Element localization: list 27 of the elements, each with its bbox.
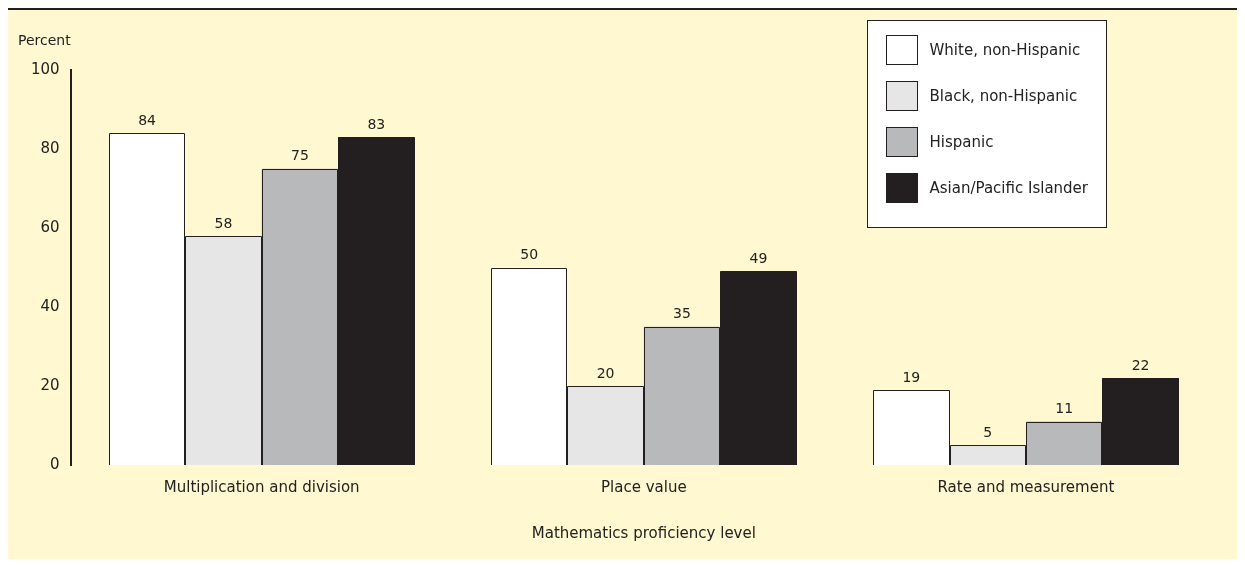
data-label: 58	[214, 214, 233, 231]
x-axis-title: Mathematics proficiency level	[531, 523, 756, 542]
x-tick-label: Multiplication and division	[163, 477, 360, 496]
legend-label: Black, non-Hispanic	[929, 87, 1078, 105]
data-label: 19	[902, 368, 921, 385]
data-label: 11	[1055, 400, 1074, 417]
x-tick-label: Rate and measurement	[937, 477, 1115, 496]
y-tick-label: 100	[30, 59, 60, 78]
legend-label: Asian/Pacific Islander	[929, 179, 1088, 197]
data-label: 75	[290, 147, 309, 164]
data-label: 35	[673, 305, 691, 322]
y-axis-title: Percent	[17, 31, 72, 48]
y-tick-label: 80	[40, 138, 60, 157]
legend-label: White, non-Hispanic	[929, 41, 1081, 59]
data-label: 50	[520, 246, 539, 263]
data-label: 20	[596, 364, 615, 381]
data-label: 83	[367, 115, 386, 132]
legend-label: Hispanic	[929, 133, 994, 151]
y-tick-label: 40	[40, 296, 60, 315]
data-label: 22	[1131, 356, 1150, 373]
data-label: 84	[138, 111, 157, 128]
y-tick-label: 0	[50, 454, 60, 473]
x-tick-label: Place value	[601, 477, 687, 496]
data-label: 5	[983, 423, 993, 440]
y-tick-label: 20	[40, 375, 60, 394]
data-label: 49	[749, 250, 768, 267]
y-tick-label: 60	[40, 217, 60, 236]
